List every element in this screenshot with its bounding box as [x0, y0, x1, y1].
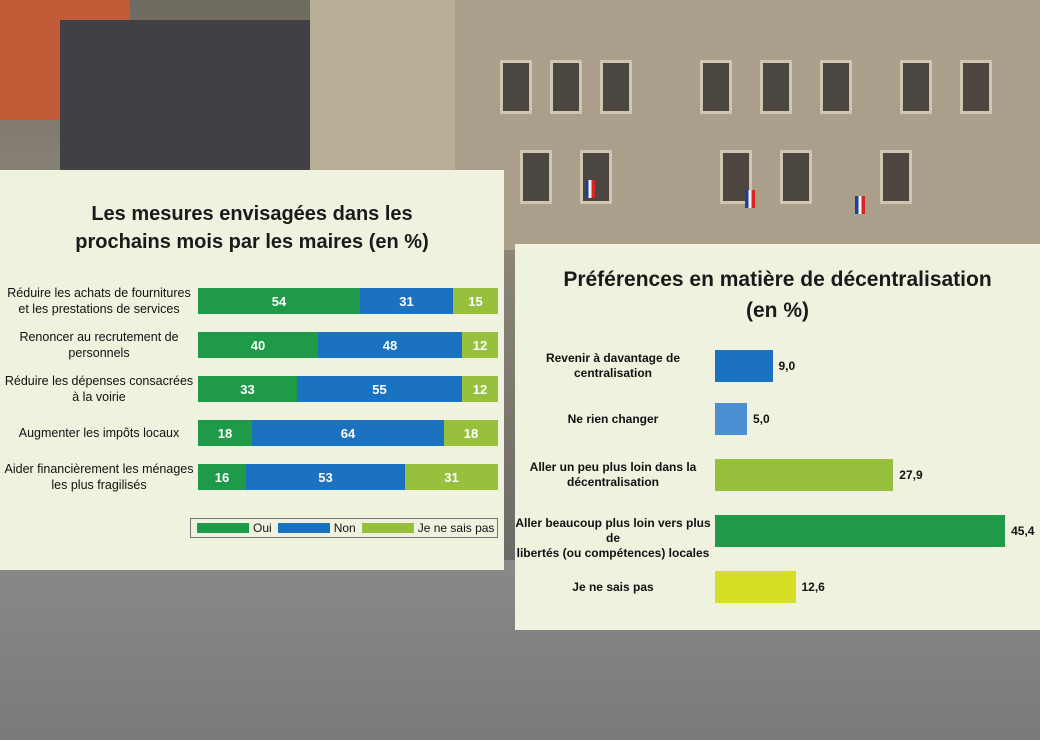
- row-label: Aider financièrement les ménages les plus…: [4, 461, 194, 493]
- legend-item-nsp: Je ne sais pas: [356, 521, 495, 535]
- legend-item-non: Non: [272, 521, 356, 535]
- background-window: [900, 60, 932, 114]
- background-window: [500, 60, 532, 114]
- row-label-line: décentralisation: [566, 475, 660, 489]
- row-label-line: Réduire les dépenses consacrées: [4, 374, 194, 388]
- row-label-line: les plus fragilisés: [51, 478, 147, 492]
- row-label-line: Réduire les achats de fournitures: [7, 286, 191, 300]
- row-label-line: Revenir à davantage de: [545, 351, 681, 365]
- bar-oui: 16: [198, 464, 246, 490]
- background-window: [780, 150, 812, 204]
- chart-title-line: prochains mois par les maires (en %): [75, 231, 429, 253]
- legend-swatch-nsp: [361, 523, 414, 533]
- background-town-hall: [455, 0, 1040, 250]
- bar-row: 54 31 15: [198, 288, 498, 314]
- bar-non: 48: [318, 332, 462, 358]
- row-label-line: Je ne sais pas: [572, 579, 654, 594]
- row-label: Réduire les achats de fournitures et les …: [4, 285, 194, 317]
- background-window: [600, 60, 632, 114]
- row-label: Réduire les dépenses consacrées à la voir…: [4, 373, 194, 405]
- bar: [715, 403, 747, 435]
- background-window: [760, 60, 792, 114]
- bar: [715, 350, 773, 382]
- bar-non: 64: [252, 420, 444, 446]
- row-label: Ne rien changer: [515, 412, 711, 427]
- bar-row: 16 53 31: [198, 464, 498, 490]
- bar-non: 55: [297, 376, 462, 402]
- legend-item-oui: Oui: [191, 521, 272, 535]
- chart-legend: Oui Non Je ne sais pas: [190, 518, 498, 538]
- legend-swatch-oui: [197, 523, 249, 533]
- background-flag: [585, 180, 595, 198]
- bar: [715, 459, 894, 491]
- chart-panel-decentralisation: Préférences en matière de décentralisati…: [515, 244, 1040, 630]
- background-window: [550, 60, 582, 114]
- row-label: Aller beaucoup plus loin vers plus de lib…: [515, 516, 711, 561]
- row-label-line: Augmenter les impôts locaux: [18, 426, 180, 440]
- bar-non: 53: [246, 464, 405, 490]
- bar-nsp: 12: [462, 376, 498, 402]
- row-label-line: et les prestations de services: [18, 302, 180, 316]
- legend-label-oui: Oui: [253, 521, 272, 535]
- background-window: [880, 150, 912, 204]
- bar-value-label: 9,0: [778, 359, 796, 373]
- background-window: [520, 150, 552, 204]
- row-label-line: Renoncer au recrutement de: [19, 330, 179, 344]
- row-label-line: à la voirie: [72, 390, 126, 404]
- bar-value-label: 12,6: [801, 580, 825, 594]
- bar-oui: 40: [198, 332, 318, 358]
- bar-value-label: 27,9: [899, 468, 923, 482]
- bar-value-label: 5,0: [752, 412, 770, 426]
- row-label-line: personnels: [68, 346, 130, 360]
- chart-title-line: Préférences en matière de décentralisati…: [563, 268, 992, 291]
- bar: [715, 571, 796, 603]
- row-label-line: libertés (ou compétences) locales: [516, 546, 710, 560]
- bar-oui: 54: [198, 288, 360, 314]
- bar-row: 18 64 18: [198, 420, 498, 446]
- legend-label-non: Non: [333, 521, 356, 535]
- bar-oui: 18: [198, 420, 252, 446]
- chart-title-mesures: Les mesures envisagées dans les prochain…: [0, 200, 504, 256]
- chart-title-decentralisation: Préférences en matière de décentralisati…: [515, 264, 1040, 326]
- chart-title-line: Les mesures envisagées dans les: [91, 203, 413, 225]
- row-label-line: Aller beaucoup plus loin vers plus de: [515, 516, 711, 545]
- row-label-line: Aller un peu plus loin dans la: [529, 460, 697, 474]
- background-roof: [60, 20, 320, 190]
- row-label-line: Aider financièrement les ménages: [4, 462, 194, 476]
- chart-title-line: (en %): [746, 299, 809, 322]
- background-flag: [855, 196, 865, 214]
- row-label-line: Ne rien changer: [567, 411, 659, 426]
- bar-row: 40 48 12: [198, 332, 498, 358]
- row-label-line: centralisation: [573, 366, 653, 380]
- background-facade-left: [310, 0, 470, 190]
- bar-value-label: 45,4: [1011, 524, 1035, 538]
- bar-nsp: 15: [453, 288, 498, 314]
- bar-nsp: 31: [405, 464, 498, 490]
- legend-swatch-non: [277, 523, 330, 533]
- bar-row: 33 55 12: [198, 376, 498, 402]
- bar: [715, 515, 1006, 547]
- row-label: Aller un peu plus loin dans la décentrali…: [515, 460, 711, 490]
- bar-non: 31: [360, 288, 453, 314]
- bar-oui: 33: [198, 376, 297, 402]
- background-window: [820, 60, 852, 114]
- row-label: Augmenter les impôts locaux: [4, 425, 194, 441]
- legend-label-nsp: Je ne sais pas: [417, 521, 495, 535]
- bar-nsp: 12: [462, 332, 498, 358]
- chart-panel-mesures: Les mesures envisagées dans les prochain…: [0, 170, 504, 570]
- background-flag: [745, 190, 755, 208]
- background-window: [700, 60, 732, 114]
- bar-nsp: 18: [444, 420, 498, 446]
- row-label: Revenir à davantage de centralisation: [515, 351, 711, 381]
- row-label: Renoncer au recrutement de personnels: [4, 329, 194, 361]
- row-label: Je ne sais pas: [515, 580, 711, 595]
- background-window: [960, 60, 992, 114]
